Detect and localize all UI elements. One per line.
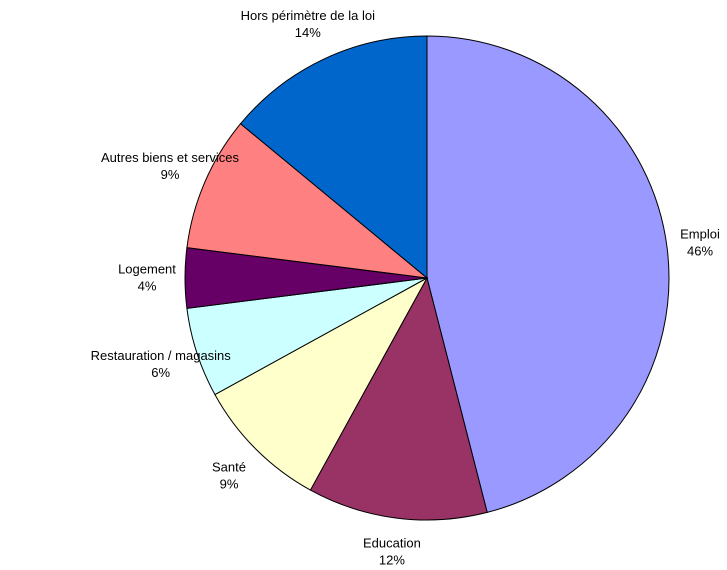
slice-value-label: 14% xyxy=(295,25,321,40)
slice-label: Emploi xyxy=(680,226,720,241)
pie-slice xyxy=(186,123,429,279)
slice-value-label: 9% xyxy=(161,167,180,182)
pie-slice xyxy=(214,276,429,491)
slice-label: Santé xyxy=(212,459,246,474)
pie-slice xyxy=(239,35,428,280)
slice-value-label: 4% xyxy=(138,278,157,293)
slice-value-label: 6% xyxy=(151,365,170,380)
slice-value-label: 9% xyxy=(220,476,239,491)
slice-label: Education xyxy=(363,535,421,550)
slice-label: Restauration / magasins xyxy=(91,348,232,363)
slice-value-label: 12% xyxy=(379,552,405,567)
slice-label: Hors périmètre de la loi xyxy=(241,8,375,23)
pie-slice xyxy=(309,276,488,521)
slice-label: Autres biens et services xyxy=(101,150,240,165)
slice-label: Logement xyxy=(118,261,176,276)
slice-value-label: 46% xyxy=(687,243,713,258)
pie-slice xyxy=(426,35,670,514)
